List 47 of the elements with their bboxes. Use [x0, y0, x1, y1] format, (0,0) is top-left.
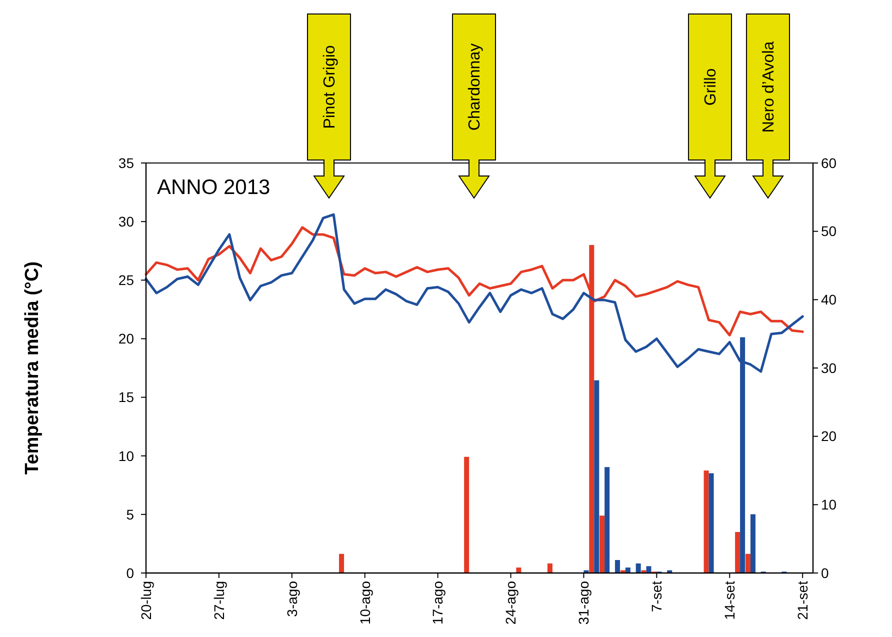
bar — [516, 568, 522, 573]
bar — [625, 568, 630, 573]
bar — [600, 516, 605, 573]
x-tick-label: 31-ago — [576, 580, 592, 625]
bar — [339, 554, 344, 573]
y2-tick-label: 40 — [821, 292, 837, 308]
y-tick-label: 10 — [118, 448, 134, 464]
bar — [594, 380, 600, 573]
y2-tick-label: 10 — [821, 496, 837, 513]
bar — [464, 456, 470, 573]
bar — [547, 563, 552, 573]
bar — [604, 467, 610, 573]
x-tick-label: 21-set — [794, 580, 810, 620]
text: Pinot Grigio — [322, 45, 339, 129]
y-tick-label: 35 — [118, 154, 134, 171]
bar — [614, 560, 620, 573]
y-tick-label: 5 — [126, 506, 134, 522]
bar — [636, 563, 641, 573]
y-tick-label: 25 — [118, 272, 134, 288]
bar — [704, 470, 709, 573]
x-tick-label: 3-ago — [284, 580, 300, 617]
y-tick-label: 15 — [118, 389, 134, 406]
bar — [708, 473, 714, 573]
x-tick-label: 17-ago — [430, 580, 446, 625]
x-tick-label: 24-ago — [502, 580, 519, 625]
y-tick-label: 0 — [126, 564, 134, 581]
y2-tick-label: 50 — [821, 223, 837, 240]
y2-tick-label: 60 — [821, 154, 837, 171]
y-tick-label: 30 — [118, 213, 134, 230]
x-tick-label: 20-lug — [138, 581, 154, 620]
x-tick-label: 7-set — [648, 580, 665, 612]
x-tick-label: 14-set — [722, 580, 738, 620]
text: Nero d’Avola — [760, 41, 778, 133]
y2-tick-label: 0 — [821, 564, 829, 581]
text: Chardonnay — [466, 43, 484, 131]
x-tick-label: 10-ago — [356, 580, 373, 625]
y2-tick-label: 20 — [821, 428, 837, 444]
annotation: ANNO 2013 — [157, 176, 270, 199]
x-tick-label: 27-lug — [210, 581, 227, 620]
bar — [735, 532, 740, 573]
bar — [750, 514, 756, 573]
y-tick-label: 20 — [118, 330, 134, 347]
y2-tick-label: 30 — [821, 360, 837, 376]
bar — [646, 566, 652, 573]
text: Grillo — [702, 68, 720, 106]
y-axis-title: Temperatura media (°C) — [22, 261, 43, 475]
bar — [745, 554, 750, 573]
